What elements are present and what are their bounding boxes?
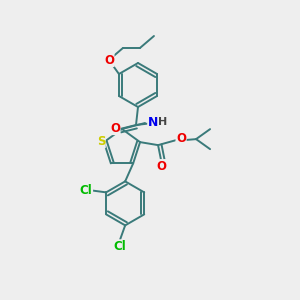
Text: O: O xyxy=(156,160,166,172)
Text: O: O xyxy=(104,53,114,67)
Text: O: O xyxy=(176,132,186,145)
Text: O: O xyxy=(110,122,120,134)
Text: S: S xyxy=(97,135,105,148)
Text: Cl: Cl xyxy=(114,240,127,253)
Text: N: N xyxy=(148,116,158,128)
Text: H: H xyxy=(158,117,168,127)
Text: Cl: Cl xyxy=(80,184,92,197)
